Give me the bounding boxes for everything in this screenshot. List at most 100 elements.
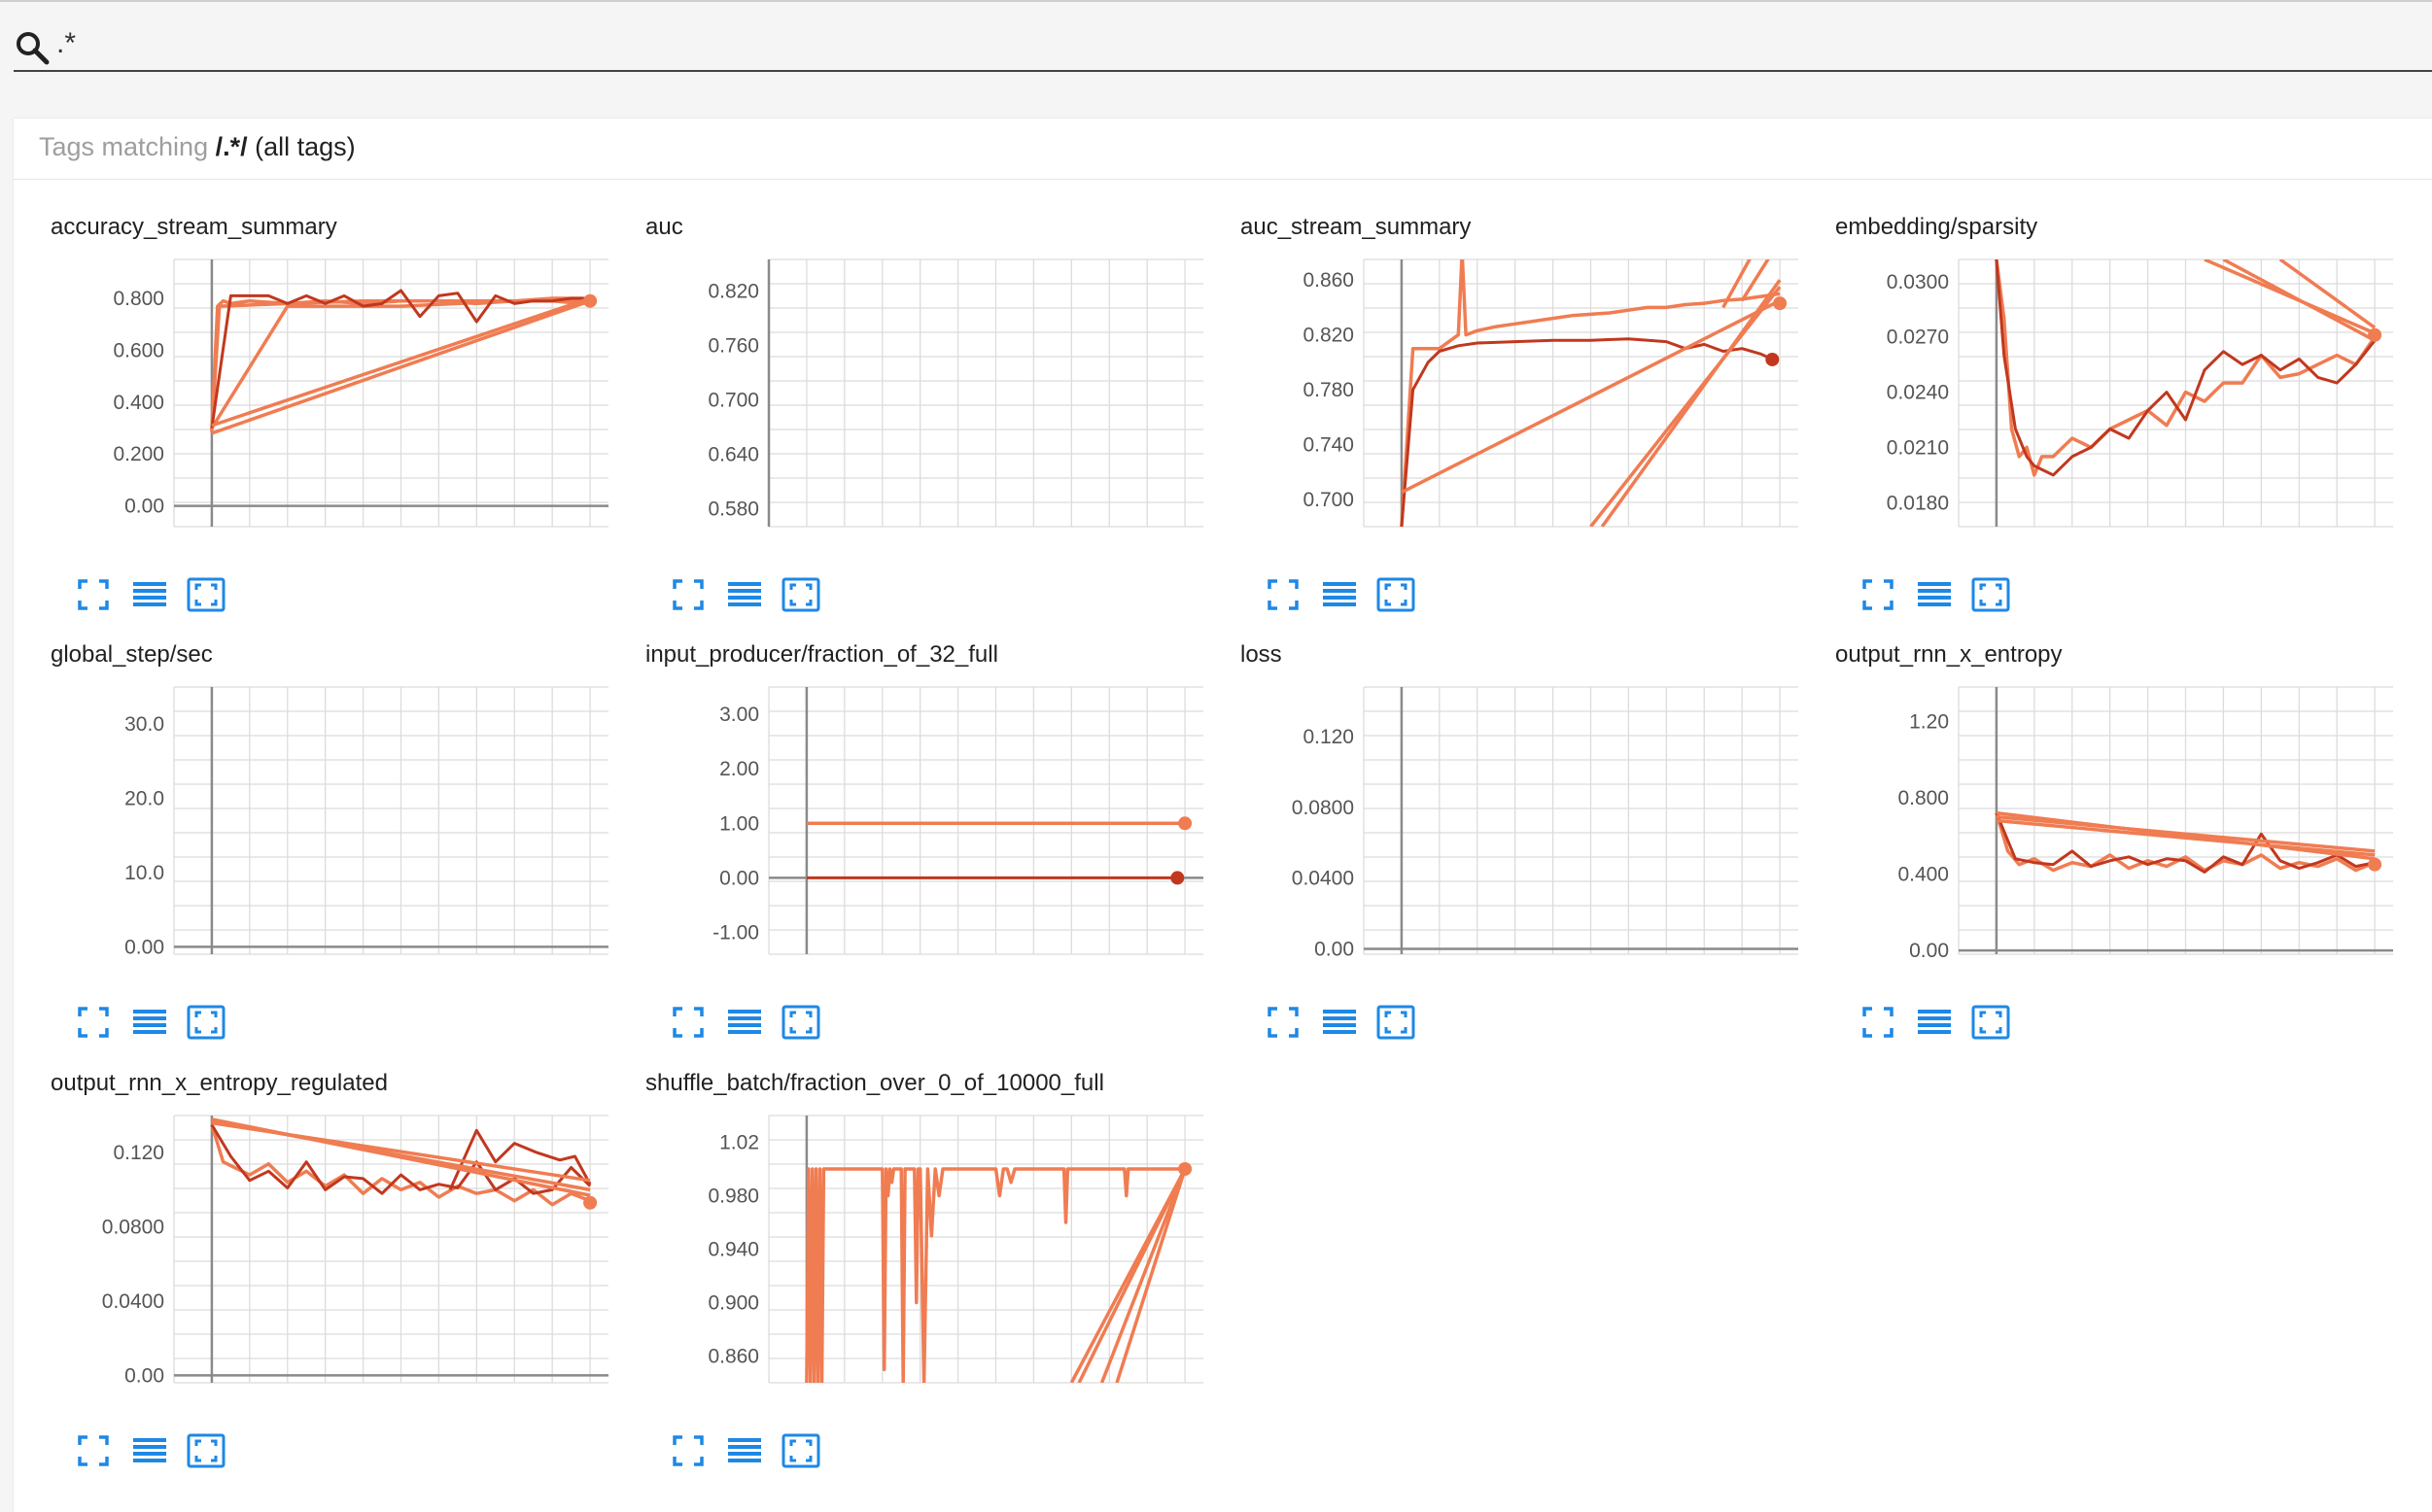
toggle-log-scale-icon[interactable] — [725, 1431, 764, 1470]
toggle-log-scale-icon[interactable] — [130, 1003, 169, 1042]
fullscreen-icon[interactable] — [1859, 1003, 1897, 1042]
series-line — [1995, 259, 2377, 477]
chart-actions — [1203, 1003, 1417, 1042]
y-tick-label: 0.400 — [113, 392, 164, 414]
chart-plot[interactable]: 0.0300 0.0270 0.0240 0.0210 0.0180 0.000 2.000… — [1798, 119, 2393, 546]
y-tick-label: 2.00 — [719, 758, 759, 780]
series-end-point — [1178, 816, 1193, 831]
x-tick-label: 10.00k — [1750, 544, 1798, 546]
toggle-log-scale-icon[interactable] — [130, 1431, 169, 1470]
x-tick-label: 500.0m — [961, 544, 1029, 546]
fullscreen-icon[interactable] — [669, 575, 708, 614]
fullscreen-icon[interactable] — [74, 1431, 113, 1470]
fullscreen-icon[interactable] — [74, 575, 113, 614]
fit-domain-icon[interactable] — [1971, 1003, 2010, 1042]
chart-plot[interactable]: 0.800 0.600 0.400 0.200 0.00 0.000 2.000k 4.000… — [14, 119, 608, 546]
toggle-log-scale-icon[interactable] — [1320, 575, 1359, 614]
chart-actions — [608, 1431, 822, 1470]
fit-domain-icon[interactable] — [187, 1003, 226, 1042]
series-line — [1996, 818, 2376, 857]
y-tick-label: 0.900 — [708, 1292, 759, 1315]
chart-plot[interactable]: 1.02 0.980 0.940 0.900 0.860 0.000 2.000k 4.000… — [608, 975, 1203, 1402]
tags-matching-label: Tags matching /.*/ (all tags) — [39, 132, 356, 162]
series-end-point — [1178, 1162, 1193, 1176]
chart-title: accuracy_stream_summary — [51, 214, 337, 240]
toggle-log-scale-icon[interactable] — [130, 575, 169, 614]
chart-plot[interactable]: 0.120 0.0800 0.0400 0.00 0.000 2.000k 4.000k 6.… — [14, 975, 608, 1402]
x-tick-label: 0.000 — [1971, 544, 2023, 546]
x-tick-label: 8.000k — [1674, 544, 1736, 546]
y-tick-label: 0.0210 — [1887, 436, 1949, 459]
fit-domain-icon[interactable] — [1376, 1003, 1415, 1042]
panel-header: Tags matching /.*/ (all tags) — [14, 119, 2432, 180]
fullscreen-icon[interactable] — [74, 1003, 113, 1042]
y-tick-label: -1.00 — [712, 922, 759, 945]
y-tick-label: 0.700 — [1303, 489, 1354, 511]
fit-domain-icon[interactable] — [1971, 575, 2010, 614]
y-tick-label: 0.00 — [124, 496, 164, 518]
x-tick-label: 4.000k — [927, 1400, 990, 1402]
x-tick-label: 8.000k — [484, 544, 546, 546]
x-tick-label: 6.000k — [1003, 1400, 1065, 1402]
toggle-log-scale-icon[interactable] — [725, 575, 764, 614]
series-line — [2222, 259, 2376, 342]
y-tick-label: 0.600 — [113, 339, 164, 361]
series-group — [806, 821, 1186, 879]
fit-domain-icon[interactable] — [782, 575, 820, 614]
fit-domain-icon[interactable] — [1376, 575, 1415, 614]
chart-title: loss — [1240, 641, 1282, 668]
fullscreen-icon[interactable] — [1264, 1003, 1303, 1042]
x-tick-label: 2.000k — [1446, 544, 1509, 546]
fit-domain-icon[interactable] — [187, 575, 226, 614]
x-tick-label: 100.0m — [781, 544, 849, 546]
x-tick-label: 6.000k — [2193, 544, 2255, 546]
y-tick-label: 0.00 — [1314, 939, 1354, 961]
x-tick-label: 8.000k — [484, 972, 546, 974]
chart-plot[interactable]: 0.820 0.760 0.700 0.640 0.580 100.0m 300.0m 500… — [608, 119, 1203, 546]
chart-actions — [608, 1003, 822, 1042]
chart-title: auc_stream_summary — [1240, 214, 1472, 240]
toggle-log-scale-icon[interactable] — [725, 1003, 764, 1042]
grid — [768, 686, 1203, 955]
toggle-log-scale-icon[interactable] — [1320, 1003, 1359, 1042]
chart-card: global_step/sec 30.0 20.0 10.0 0.00 0.000 2.00… — [14, 546, 608, 1040]
series-line — [1589, 286, 1782, 527]
fit-domain-icon[interactable] — [782, 1431, 820, 1470]
x-tick-label: 300.0m — [871, 544, 939, 546]
fit-domain-icon[interactable] — [782, 1003, 820, 1042]
search-icon[interactable] — [14, 29, 52, 68]
search-input[interactable]: .* — [56, 27, 77, 59]
chart-plot[interactable]: 1.20 0.800 0.400 0.00 0.000 2.000k 4.000k 6.000… — [1798, 546, 2393, 974]
chart-card: loss 0.120 0.0800 0.0400 0.00 0.000 2.000k 4.00… — [1203, 546, 1798, 1040]
toggle-log-scale-icon[interactable] — [1915, 1003, 1954, 1042]
chart-plot[interactable]: 3.00 2.00 1.00 0.00 -1.00 0.000 2.000k 4.000k 6.… — [608, 546, 1203, 974]
fullscreen-icon[interactable] — [1859, 575, 1897, 614]
y-tick-label: 0.400 — [1897, 864, 1949, 886]
fullscreen-icon[interactable] — [669, 1431, 708, 1470]
x-tick-label: 2.000k — [257, 1400, 319, 1402]
y-tick-label: 1.20 — [1909, 710, 1949, 733]
toggle-log-scale-icon[interactable] — [1915, 575, 1954, 614]
x-tick-label: 8.000k — [1674, 972, 1736, 974]
y-tick-label: 0.0240 — [1887, 382, 1949, 404]
y-tick-label: 0.860 — [1303, 269, 1354, 292]
chart-plot[interactable]: 30.0 20.0 10.0 0.00 0.000 2.000k 4.000k 6.000k 8… — [14, 546, 608, 974]
y-tick-label: 0.0400 — [102, 1290, 164, 1313]
fullscreen-icon[interactable] — [669, 1003, 708, 1042]
series-line — [210, 289, 591, 429]
y-tick-label: 0.120 — [113, 1142, 164, 1164]
x-tick-label: 2.000k — [851, 972, 914, 974]
fullscreen-icon[interactable] — [1264, 575, 1303, 614]
y-tick-label: 0.580 — [708, 498, 759, 520]
x-tick-label: 10.00k — [1155, 972, 1203, 974]
chart-plot[interactable]: 0.860 0.820 0.780 0.740 0.700 0.000 2.000k 4.00… — [1203, 119, 1798, 546]
x-tick-label: 4.000k — [332, 544, 395, 546]
series-group — [1995, 259, 2377, 477]
x-tick-label: 2.000k — [2041, 544, 2103, 546]
fit-domain-icon[interactable] — [187, 1431, 226, 1470]
chart-title: input_producer/fraction_of_32_full — [645, 641, 998, 668]
chart-title: global_step/sec — [51, 641, 213, 668]
series-line — [211, 1117, 591, 1197]
chart-title: auc — [645, 214, 683, 240]
chart-plot[interactable]: 0.120 0.0800 0.0400 0.00 0.000 2.000k 4.000k 6.… — [1203, 546, 1798, 974]
